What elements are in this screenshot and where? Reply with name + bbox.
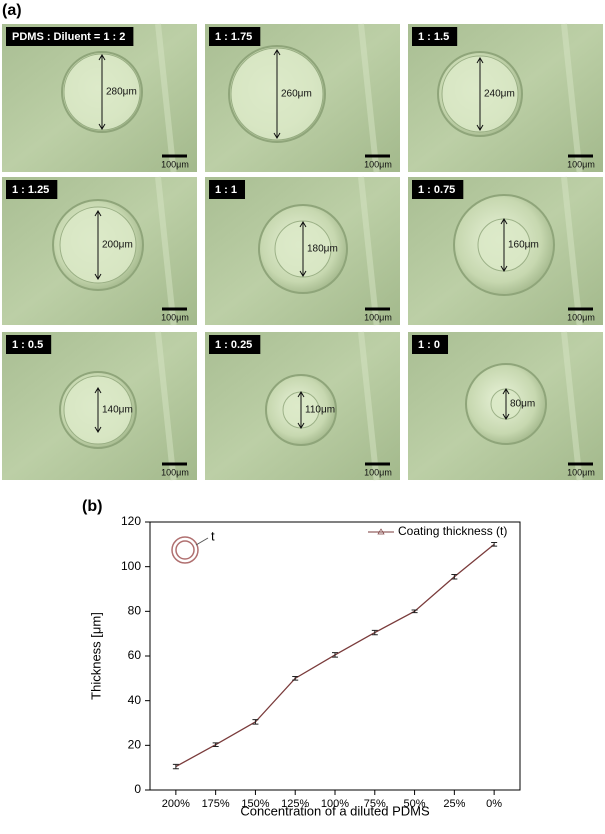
diameter-label: 200μm — [102, 240, 133, 251]
micrograph: 160μm 1 : 0.75 100μm — [408, 176, 603, 326]
error-bar — [371, 629, 378, 636]
x-tick-label: 175% — [202, 798, 230, 810]
image-texture — [561, 331, 583, 481]
image-texture — [155, 331, 177, 481]
arrow-head — [476, 57, 484, 131]
y-tick-label: 120 — [121, 514, 141, 528]
diameter-label: 240μm — [484, 89, 515, 100]
x-tick-label: 150% — [241, 798, 269, 810]
tag-box — [6, 180, 58, 199]
micrograph: 240μm 1 : 1.5 100μm — [408, 23, 603, 173]
y-tick-label: 80 — [128, 604, 142, 618]
annotation: t — [211, 528, 215, 543]
micrograph: 180μm 1 : 1 100μm — [205, 176, 400, 326]
image-tag: 1 : 1.5 — [418, 31, 449, 43]
diameter-label: 260μm — [281, 89, 312, 100]
tag-box — [412, 335, 449, 354]
error-bar — [411, 609, 418, 614]
error-bar — [451, 573, 458, 580]
image-tag: 1 : 0.25 — [215, 339, 252, 351]
diameter-label: 160μm — [508, 240, 539, 251]
y-tick-label: 100 — [121, 559, 141, 573]
panel-label: (a) — [2, 2, 22, 19]
micrograph: 80μm 1 : 0 100μm — [408, 331, 603, 481]
x-tick-label: 0% — [486, 798, 502, 810]
inset-pointer — [195, 537, 209, 546]
inset-inner — [175, 540, 195, 560]
diameter-label: 140μm — [102, 405, 133, 416]
x-tick-label: 100% — [321, 798, 349, 810]
error-bar — [332, 652, 338, 658]
arrow-head — [273, 49, 281, 139]
arrow-head — [94, 210, 102, 280]
y-tick-label: 0 — [134, 782, 141, 796]
scale-label: 100μm — [161, 159, 189, 169]
x-tick-label: 200% — [162, 798, 190, 810]
scale-label: 100μm — [364, 312, 392, 322]
image-tag: 1 : 1.25 — [12, 184, 49, 196]
image-texture — [358, 176, 380, 326]
arrow-head — [299, 221, 307, 277]
arrow-head — [297, 391, 305, 429]
y-tick-label: 40 — [128, 693, 142, 707]
image-tag: PDMS : Diluent = 1 : 2 — [12, 31, 125, 43]
diameter-label: 80μm — [510, 399, 535, 410]
tag-box — [209, 27, 261, 46]
diameter-label: 110μm — [305, 405, 335, 416]
micrograph: 140μm 1 : 0.5 100μm — [2, 331, 197, 481]
scale-label: 100μm — [567, 467, 595, 477]
diameter-label: 280μm — [106, 87, 137, 98]
tag-box — [209, 180, 246, 199]
x-tick-label: 50% — [404, 798, 426, 810]
panel-label: (b) — [82, 498, 102, 515]
tag-box — [412, 180, 464, 199]
image-texture — [561, 23, 583, 173]
scale-label: 100μm — [161, 467, 189, 477]
image-texture — [561, 176, 583, 326]
scale-label: 100μm — [161, 312, 189, 322]
scale-label: 100μm — [364, 467, 392, 477]
y-tick-label: 60 — [128, 648, 142, 662]
image-tag: 1 : 0.75 — [418, 184, 455, 196]
error-bar — [172, 763, 179, 770]
image-tag: 1 : 0.5 — [12, 339, 43, 351]
image-tag: 1 : 0 — [418, 339, 440, 351]
image-texture — [155, 176, 177, 326]
arrow-head — [98, 54, 106, 130]
diameter-label: 180μm — [307, 244, 338, 255]
legend-label: Coating thickness (t) — [398, 524, 507, 538]
tag-box — [6, 335, 52, 354]
legend-marker — [377, 528, 385, 535]
image-tag: 1 : 1 — [215, 184, 237, 196]
tag-box — [6, 27, 134, 46]
micrograph: 260μm 1 : 1.75 100μm — [205, 23, 400, 173]
micrograph: 110μm 1 : 0.25 100μm — [205, 331, 400, 481]
scale-label: 100μm — [364, 159, 392, 169]
image-texture — [358, 331, 380, 481]
scale-label: 100μm — [567, 312, 595, 322]
micrograph: 200μm 1 : 1.25 100μm — [2, 176, 197, 326]
error-bar — [491, 542, 498, 547]
x-axis-label: Concentration of a diluted PDMS — [240, 803, 430, 818]
y-axis-label: Thickness [μm] — [88, 612, 103, 700]
error-bar — [212, 742, 219, 747]
x-tick-label: 25% — [443, 798, 465, 810]
y-tick-label: 20 — [128, 738, 142, 752]
arrow-head — [94, 387, 102, 433]
tag-box — [412, 27, 458, 46]
micrograph: 280μm PDMS : Diluent = 1 : 2 100μm — [2, 23, 197, 173]
image-tag: 1 : 1.75 — [215, 31, 252, 43]
tag-box — [209, 335, 261, 354]
image-texture — [358, 23, 380, 173]
scale-label: 100μm — [567, 159, 595, 169]
inset-outer — [171, 536, 199, 564]
image-texture — [155, 23, 177, 173]
x-tick-label: 125% — [281, 798, 309, 810]
error-bar — [292, 676, 299, 681]
arrow-head — [500, 218, 508, 272]
error-bar — [252, 719, 259, 725]
arrow-head — [502, 388, 510, 420]
x-tick-label: 75% — [364, 798, 386, 810]
